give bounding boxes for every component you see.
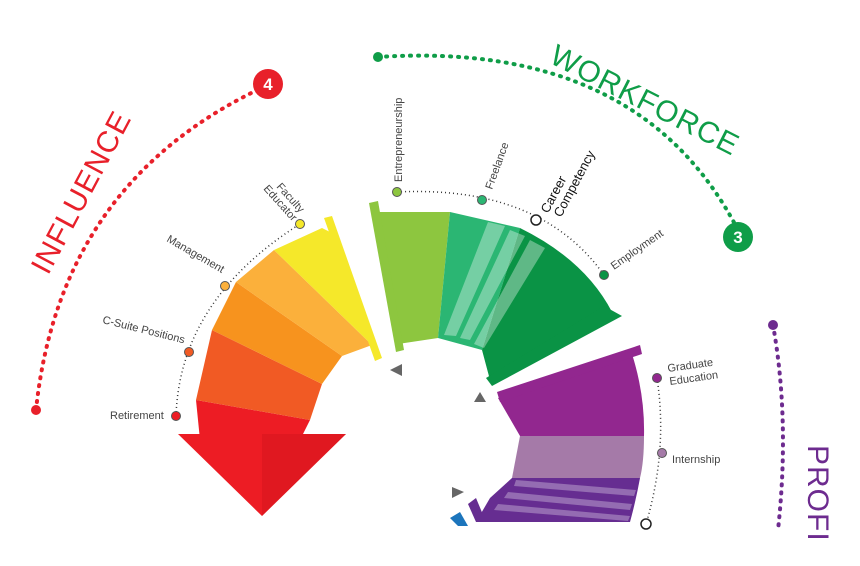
segment-green: [438, 212, 520, 350]
influence-title: INFLUENCE: [25, 106, 138, 280]
influence-outer-arc: [34, 83, 270, 412]
label-internship: Internship: [672, 454, 720, 466]
label-csuite: C-Suite Positions: [101, 314, 186, 346]
internship-marker: [657, 448, 667, 458]
segment-orange: [212, 282, 342, 384]
label-retirement: Retirement: [110, 410, 164, 422]
svg-text:4: 4: [263, 75, 273, 94]
graduate-education-marker: [652, 373, 662, 383]
career-competency-marker: [530, 214, 542, 226]
segment-light-orange: [236, 250, 372, 356]
segment-mauve: [512, 436, 644, 478]
yellow-tip: [324, 216, 382, 361]
influence-arrowhead-shade: [262, 434, 346, 516]
segment-dark-green: [482, 228, 612, 380]
influence-arc-start-dot: [31, 405, 41, 415]
inner-arrow-3: [452, 487, 464, 498]
workforce-outer-arc: [376, 53, 740, 232]
employment-marker: [599, 270, 609, 280]
violet-edge-bar: [468, 498, 486, 522]
workforce-number-badge: 3: [723, 222, 753, 252]
workforce-arc-start-dot: [373, 52, 383, 62]
freelance-marker: [477, 195, 487, 205]
label-entrepreneurship: Entrepreneurship: [393, 98, 405, 182]
proficiency-outer-arc: [771, 323, 785, 532]
workforce-wedge: [369, 201, 622, 386]
segment-red-orange: [196, 330, 322, 420]
segment-violet: [476, 478, 640, 522]
segment-yellow: [274, 228, 376, 352]
blue-tip: [450, 512, 468, 526]
label-employment: Employment: [609, 228, 666, 273]
proficiency-title: PROFI: [801, 445, 834, 542]
purple-edge-bar: [497, 345, 642, 402]
influence-wedge: [178, 216, 382, 516]
management-marker: [220, 281, 230, 291]
faculty-marker: [295, 219, 305, 229]
entrepreneurship-marker: [392, 187, 402, 197]
lime-edge-bar: [369, 201, 404, 352]
workforce-stripes: [444, 222, 545, 348]
retirement-marker: [171, 411, 181, 421]
segment-red: [196, 400, 310, 440]
proficiency-wedge: [450, 345, 645, 526]
workforce-title: WORKFORCE: [545, 39, 745, 163]
inner-arrow-1: [390, 364, 402, 376]
proficiency-stripes: [494, 480, 636, 521]
influence-dotted-arc: [175, 223, 301, 417]
segment-purple: [498, 354, 645, 436]
proficiency-bottom-marker: [640, 518, 652, 530]
influence-number-badge: 4: [253, 69, 283, 99]
csuite-marker: [184, 347, 194, 357]
inner-arrow-2: [474, 392, 486, 402]
green-edge-bar: [486, 306, 622, 386]
label-freelance: Freelance: [484, 141, 512, 191]
svg-text:3: 3: [733, 228, 742, 247]
proficiency-arc-start-dot: [768, 320, 778, 330]
label-management: Management: [165, 233, 227, 276]
